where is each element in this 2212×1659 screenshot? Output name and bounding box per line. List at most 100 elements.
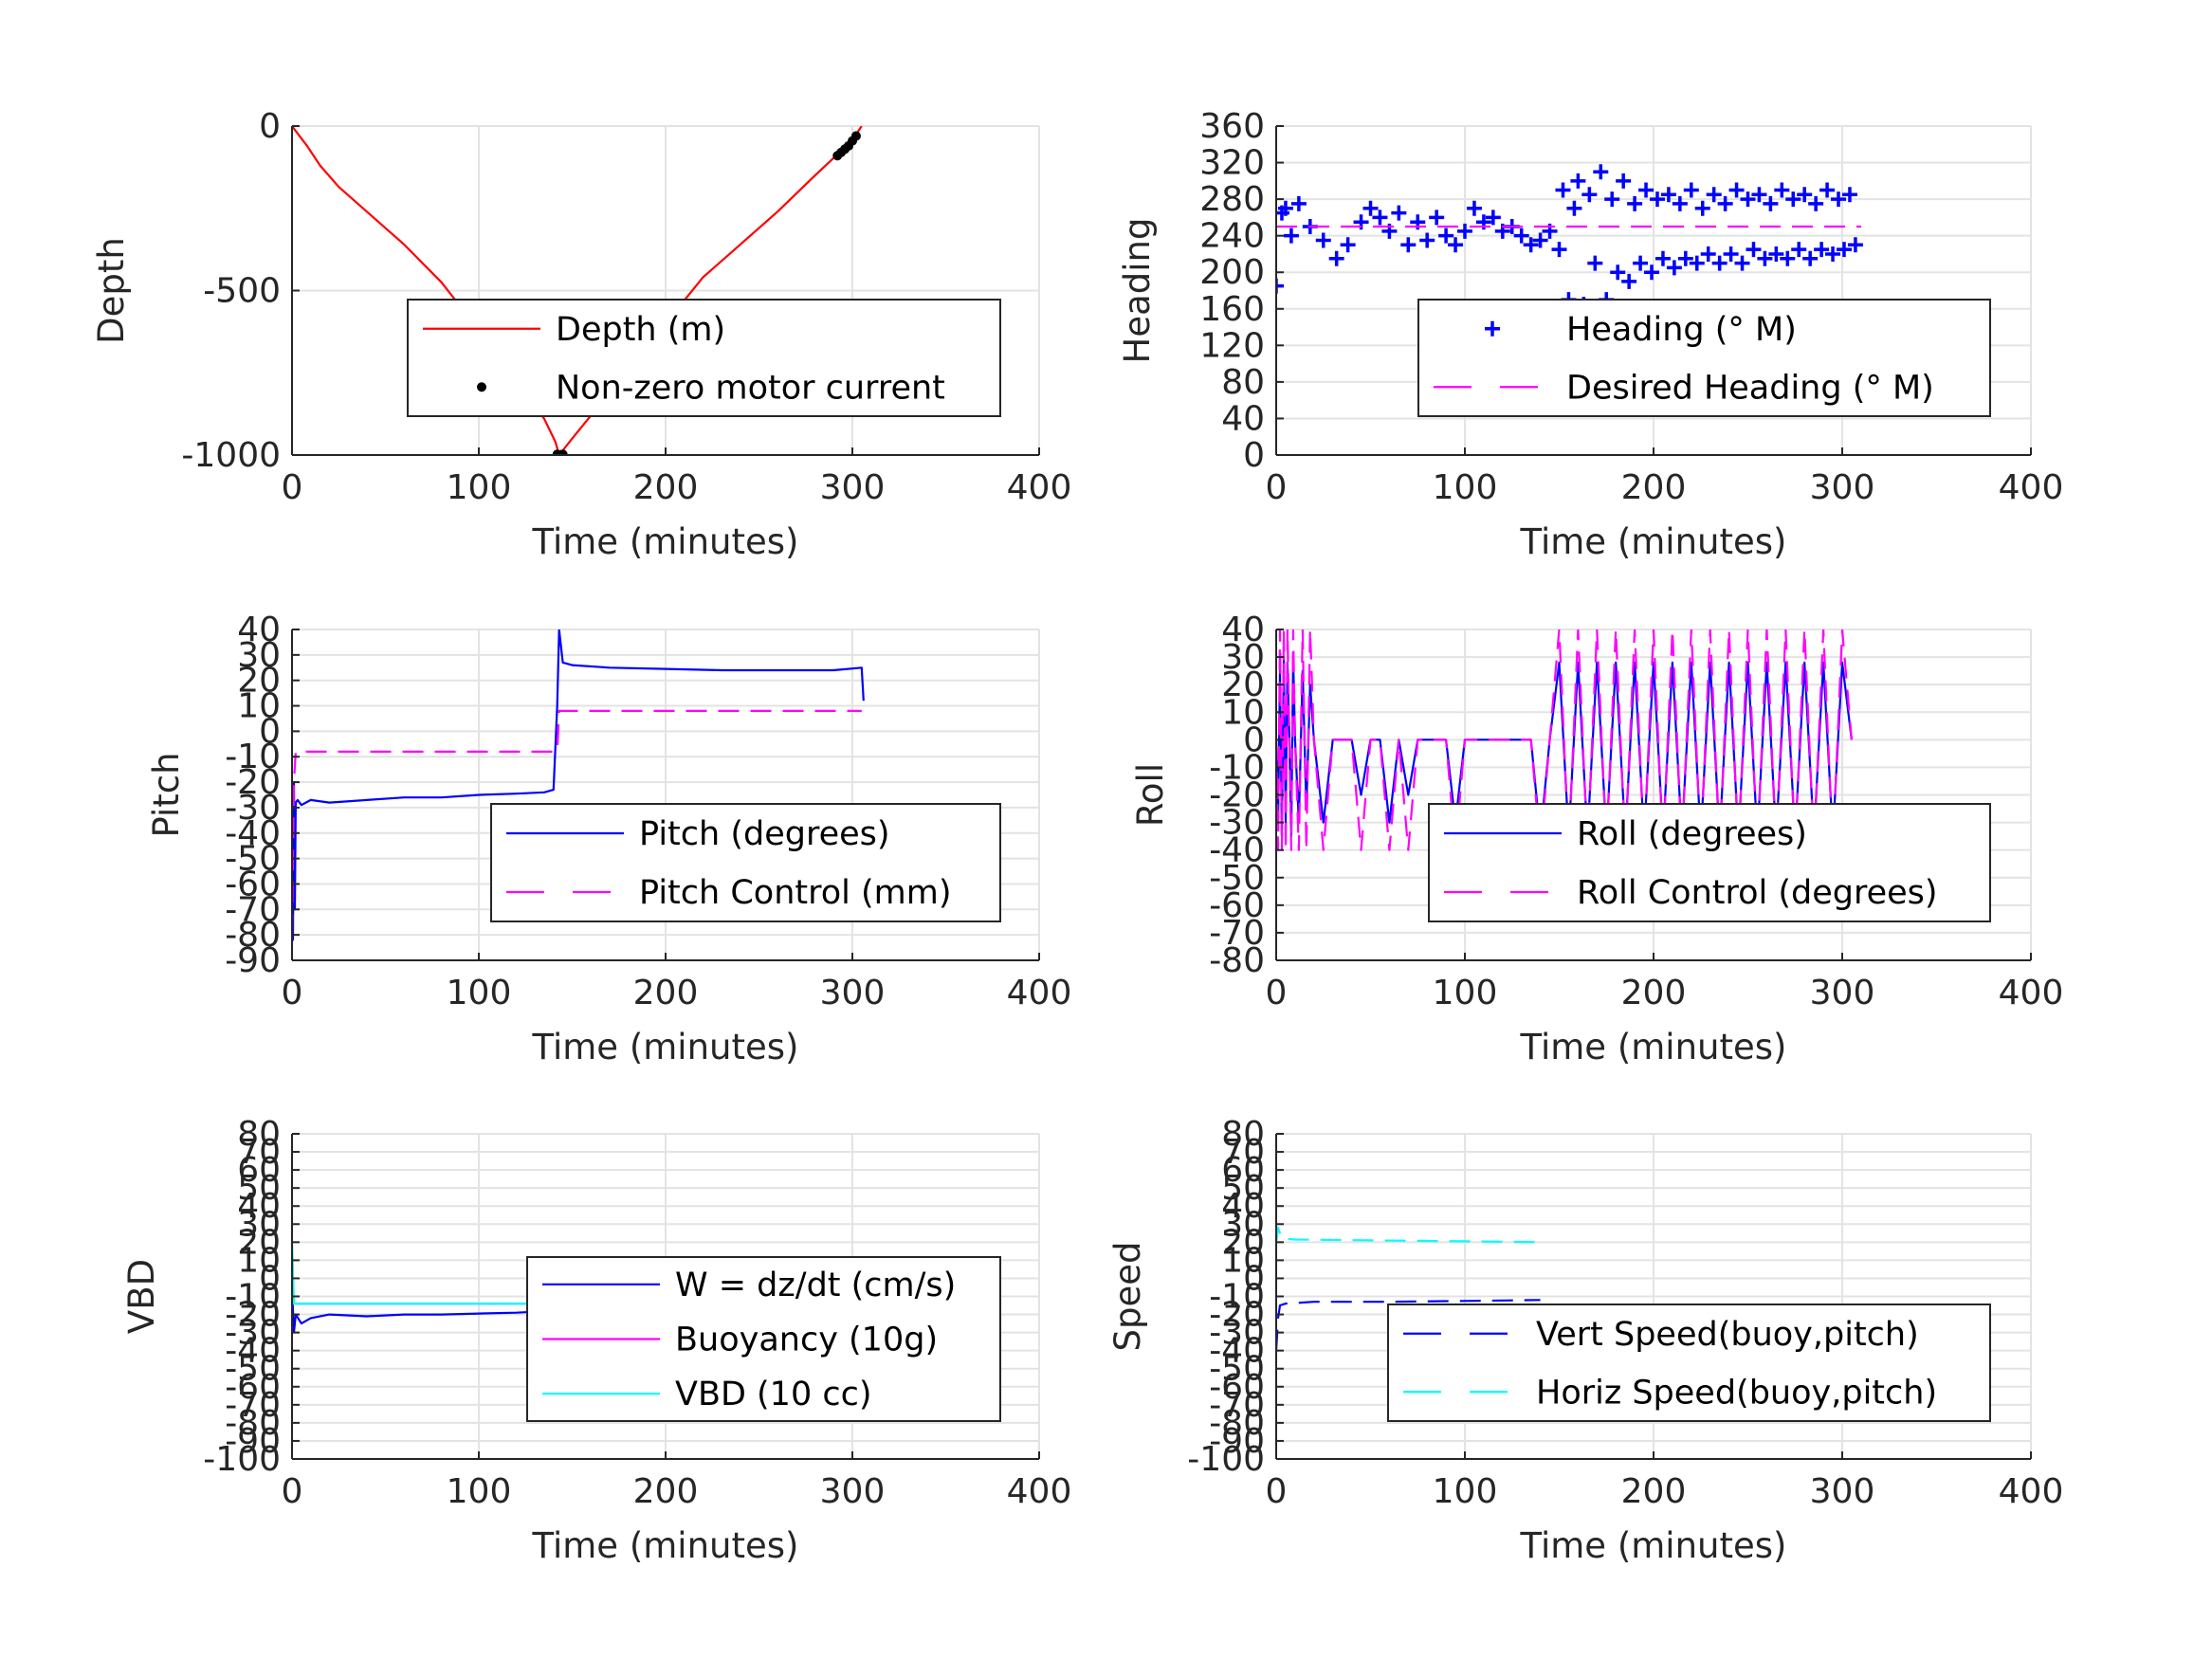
heading-series-0-point [1717, 195, 1733, 211]
depth-legend-label-1: Non-zero motor current [556, 369, 945, 407]
vbd-y-label: VBD [121, 1259, 162, 1334]
vbd-y-tick-label: 60 [237, 1151, 281, 1190]
speed-x-label: Time (minutes) [1520, 1525, 1787, 1566]
vbd-y-tick-label: -70 [225, 1386, 281, 1425]
vbd-x-tick-label: 100 [447, 1472, 512, 1511]
depth-legend-box [407, 299, 1001, 417]
pitch-y-tick-label: -80 [225, 916, 281, 955]
heading-series-0-point [1689, 255, 1705, 271]
pitch-series-1-line [292, 709, 862, 936]
heading-series-0-point [1706, 187, 1722, 203]
roll-y-tick-label: -10 [1209, 748, 1265, 787]
heading-series-0-point [1438, 228, 1454, 244]
roll-x-tick-label: 0 [1266, 974, 1288, 1012]
speed-legend-box [1387, 1304, 1991, 1422]
pitch-x-tick-label: 300 [820, 974, 886, 1012]
vbd-y-tick-label: 10 [237, 1241, 281, 1280]
pitch-y-tick-label: -50 [225, 840, 281, 879]
heading-series-0-point [1638, 182, 1654, 198]
heading-y-tick-label: 240 [1199, 217, 1265, 256]
vbd-legend: W = dz/dt (cm/s) Buoyancy (10g) VBD (10 cc… [526, 1256, 1001, 1422]
heading-y-tick-label: 80 [1221, 363, 1265, 402]
heading-series-0-point [1277, 200, 1293, 216]
heading-series-0-point [1847, 237, 1863, 253]
heading-series-0-point [1780, 250, 1796, 266]
roll-y-tick-label: -50 [1209, 859, 1265, 898]
depth-y-tick-label: 0 [259, 107, 281, 146]
pitch-y-tick-label: 40 [237, 611, 281, 649]
roll-y-tick-label: -80 [1209, 941, 1265, 980]
speed-x-tick-label: 200 [1621, 1472, 1687, 1511]
depth-y-label: Depth [91, 237, 132, 344]
pitch-y-tick-label: 20 [237, 662, 281, 701]
speed-legend-label-0: Vert Speed(buoy,pitch) [1536, 1316, 1919, 1354]
depth-series-1-point [850, 131, 861, 141]
chart-depth: 0 100 200 300 400 -1000 -500 0 Time (minutes) Dep… [91, 107, 1071, 562]
speed-y-tick-label: 50 [1221, 1169, 1265, 1208]
heading-x-tick-label: 200 [1621, 468, 1687, 507]
speed-series-1-line [1276, 1226, 1541, 1244]
pitch-legend: Pitch (degrees) Pitch Control (mm) [490, 803, 1001, 922]
roll-y-label: Roll [1130, 763, 1171, 827]
depth-y-tick-label: -1000 [181, 436, 281, 475]
heading-series-0-point [1604, 191, 1620, 208]
depth-legend: Depth (m) Non-zero motor current [407, 299, 1001, 417]
pitch-y-tick-label: -10 [225, 738, 281, 776]
heading-series-0-point [1610, 264, 1626, 281]
pitch-y-tick-label: 0 [259, 712, 281, 751]
heading-y-tick-label: 280 [1199, 180, 1265, 219]
speed-legend-label-1: Horiz Speed(buoy,pitch) [1536, 1374, 1937, 1412]
speed-y-label: Speed [1107, 1242, 1148, 1352]
pitch-x-tick-label: 0 [282, 974, 303, 1012]
roll-legend: Roll (degrees) Roll Control (degrees) [1428, 803, 1991, 922]
heading-series-0-point [1283, 228, 1299, 244]
heading-y-tick-label: 160 [1199, 290, 1265, 329]
heading-series-0-point [1340, 237, 1356, 253]
heading-series-0-point [1836, 242, 1852, 258]
heading-series-0-point [1466, 200, 1482, 216]
heading-series-0-point [1649, 191, 1665, 208]
heading-series-0-point [1513, 228, 1529, 244]
speed-y-tick-label: -30 [1209, 1314, 1265, 1353]
roll-y-tick-label: -30 [1209, 804, 1265, 843]
speed-x-tick-label: 100 [1433, 1472, 1498, 1511]
heading-series-0-point [1372, 210, 1388, 226]
heading-series-0-point [1768, 246, 1784, 262]
heading-series-0-point [1570, 173, 1586, 189]
heading-series-0-point [1523, 237, 1539, 253]
speed-y-tick-label: 10 [1221, 1241, 1265, 1280]
pitch-y-tick-label: -30 [225, 789, 281, 828]
vbd-x-tick-label: 300 [820, 1472, 886, 1511]
heading-series-0-point [1666, 260, 1682, 276]
heading-legend-box [1417, 299, 1991, 417]
roll-y-tick-label: 0 [1243, 720, 1265, 759]
heading-series-0-point [1627, 195, 1643, 211]
roll-x-tick-label: 200 [1621, 974, 1687, 1012]
pitch-legend-label-0: Pitch (degrees) [639, 815, 890, 853]
heading-series-0-point [1746, 242, 1762, 258]
heading-series-0-point [1581, 187, 1598, 203]
pitch-y-tick-label: -70 [225, 890, 281, 929]
heading-legend-label-1: Desired Heading (° M) [1566, 369, 1934, 407]
heading-legend-swatch-0 [1485, 320, 1500, 337]
roll-legend-label-0: Roll (degrees) [1577, 815, 1807, 853]
pitch-y-label: Pitch [146, 752, 187, 837]
vbd-y-tick-label: -10 [225, 1278, 281, 1317]
vbd-y-tick-label: 70 [237, 1133, 281, 1172]
vbd-legend-label-2: VBD (10 cc) [675, 1376, 872, 1413]
heading-series-0-point [1290, 195, 1307, 211]
vbd-y-tick-label: -90 [225, 1422, 281, 1461]
speed-y-tick-label: -20 [1209, 1296, 1265, 1335]
depth-x-tick-label: 100 [447, 468, 512, 507]
heading-series-0-point [1429, 210, 1445, 226]
chart-roll: 0 100 200 300 400-80-70-60-50-40-30-20-10010… [1130, 611, 2063, 1067]
speed-y-tick-label: -90 [1209, 1422, 1265, 1461]
heading-series-0-point [1683, 182, 1699, 198]
pitch-x-tick-label: 100 [447, 974, 512, 1012]
heading-series-0-point [1734, 255, 1750, 271]
heading-series-0-point [1654, 250, 1671, 266]
depth-x-tick-label: 300 [820, 468, 886, 507]
vbd-x-tick-label: 400 [1007, 1472, 1072, 1511]
heading-series-0-point [1825, 246, 1841, 262]
vbd-y-tick-label: -100 [203, 1440, 281, 1479]
